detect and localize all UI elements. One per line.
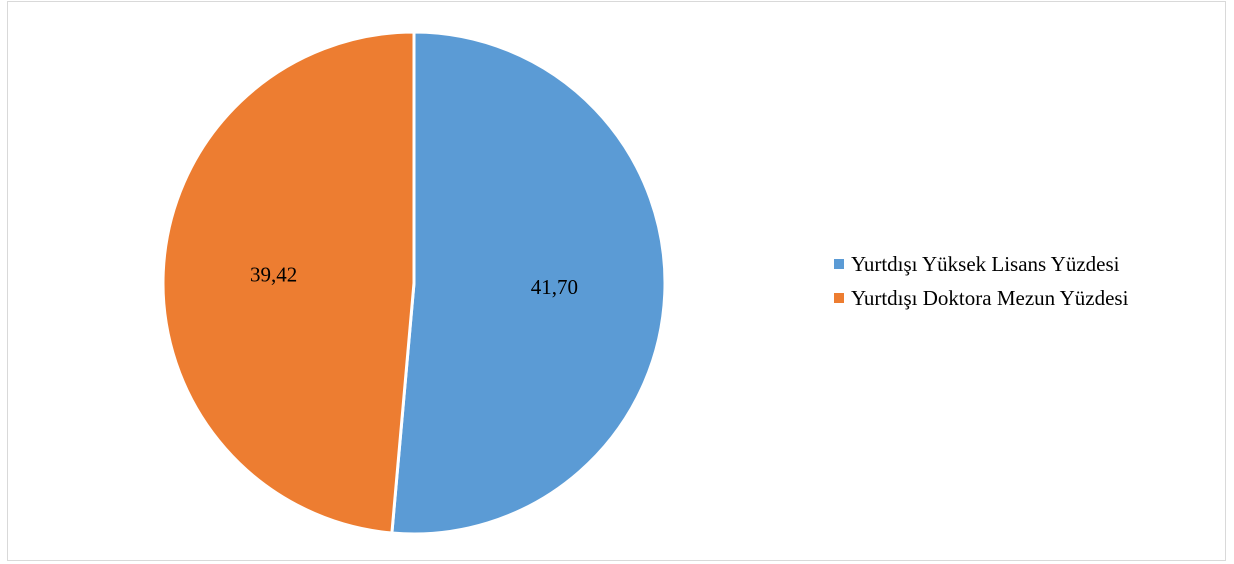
data-label-yuksek-lisans: 41,70: [531, 275, 578, 299]
legend-label-doktora: Yurtdışı Doktora Mezun Yüzdesi: [851, 285, 1129, 310]
legend-label-yuksek-lisans: Yurtdışı Yüksek Lisans Yüzdesi: [851, 251, 1120, 276]
legend-item-yuksek-lisans: Yurtdışı Yüksek Lisans Yüzdesi: [834, 247, 1128, 281]
legend-item-doktora: Yurtdışı Doktora Mezun Yüzdesi: [834, 281, 1128, 315]
legend-swatch-yuksek-lisans: [834, 259, 844, 269]
pie-slice-yuksek-lisans: [390, 30, 667, 536]
legend-swatch-doktora: [834, 293, 844, 303]
data-label-doktora: 39,42: [250, 263, 297, 287]
legend: Yurtdışı Yüksek Lisans Yüzdesi Yurtdışı …: [834, 247, 1128, 315]
pie-slice-doktora: [161, 30, 416, 535]
